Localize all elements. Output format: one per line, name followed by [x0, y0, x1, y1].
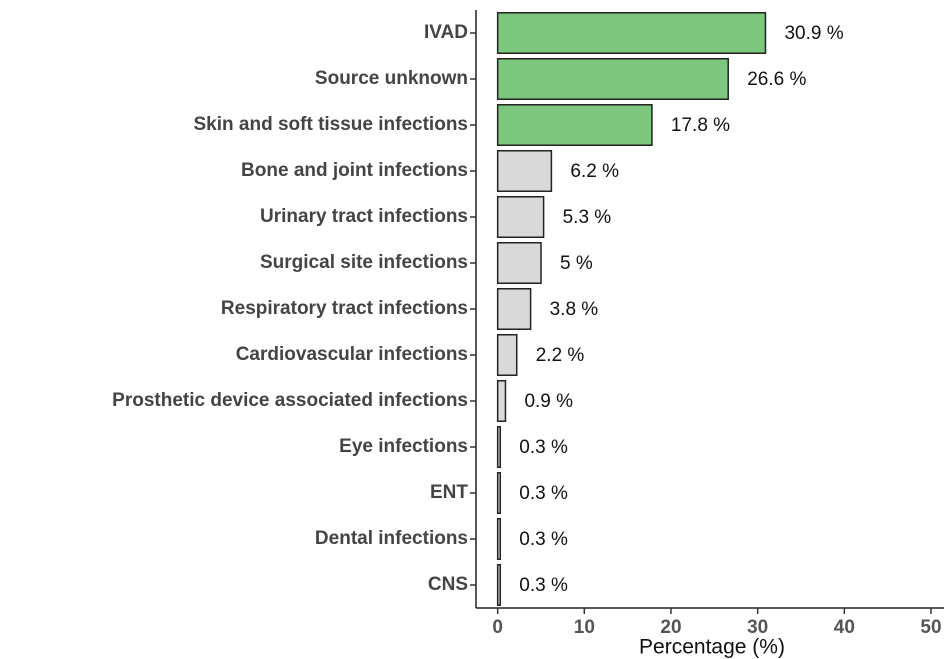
- value-label: 0.3 %: [519, 529, 568, 550]
- value-label: 2.2 %: [536, 345, 585, 366]
- x-tick-label: 10: [574, 617, 595, 638]
- bar: [496, 518, 502, 560]
- value-label: 0.9 %: [524, 391, 573, 412]
- x-tick-label: 20: [660, 617, 681, 638]
- y-tick-label: Surgical site infections: [260, 252, 468, 273]
- bar: [496, 334, 518, 376]
- bar: [496, 288, 532, 330]
- value-label: 26.6 %: [747, 69, 806, 90]
- y-tick-label: Urinary tract infections: [260, 206, 468, 227]
- value-label: 0.3 %: [519, 575, 568, 596]
- y-tick-label: Skin and soft tissue infections: [194, 114, 469, 135]
- bar: [496, 150, 553, 192]
- y-tick-label: ENT: [430, 482, 468, 503]
- value-label: 0.3 %: [519, 483, 568, 504]
- bar: [496, 380, 507, 422]
- bar: [496, 104, 653, 146]
- y-tick-label: CNS: [428, 574, 468, 595]
- x-tick-label: 40: [834, 617, 855, 638]
- bar: [496, 12, 767, 54]
- y-tick-label: Source unknown: [315, 68, 468, 89]
- y-tick-label: Respiratory tract infections: [221, 298, 468, 319]
- bar: [496, 472, 502, 514]
- x-tick-label: 0: [492, 617, 503, 638]
- bar: [496, 426, 502, 468]
- bar: [496, 564, 502, 606]
- x-axis-label: Percentage (%): [639, 636, 785, 659]
- y-tick-label: Cardiovascular infections: [236, 344, 468, 365]
- y-tick-label: Bone and joint infections: [241, 160, 468, 181]
- value-label: 30.9 %: [784, 23, 843, 44]
- y-tick-label: Prosthetic device associated infections: [112, 390, 468, 411]
- value-label: 3.8 %: [550, 299, 599, 320]
- value-label: 6.2 %: [570, 161, 619, 182]
- bar: [496, 58, 729, 100]
- bar: [496, 196, 545, 238]
- y-tick-label: Dental infections: [315, 528, 468, 549]
- x-tick-label: 30: [747, 617, 768, 638]
- y-tick-label: IVAD: [424, 22, 468, 43]
- value-label: 5.3 %: [563, 207, 612, 228]
- value-label: 5 %: [560, 253, 593, 274]
- x-tick-label: 50: [920, 617, 941, 638]
- value-label: 0.3 %: [519, 437, 568, 458]
- y-tick-label: Eye infections: [339, 436, 468, 457]
- value-label: 17.8 %: [671, 115, 730, 136]
- bar: [496, 242, 542, 284]
